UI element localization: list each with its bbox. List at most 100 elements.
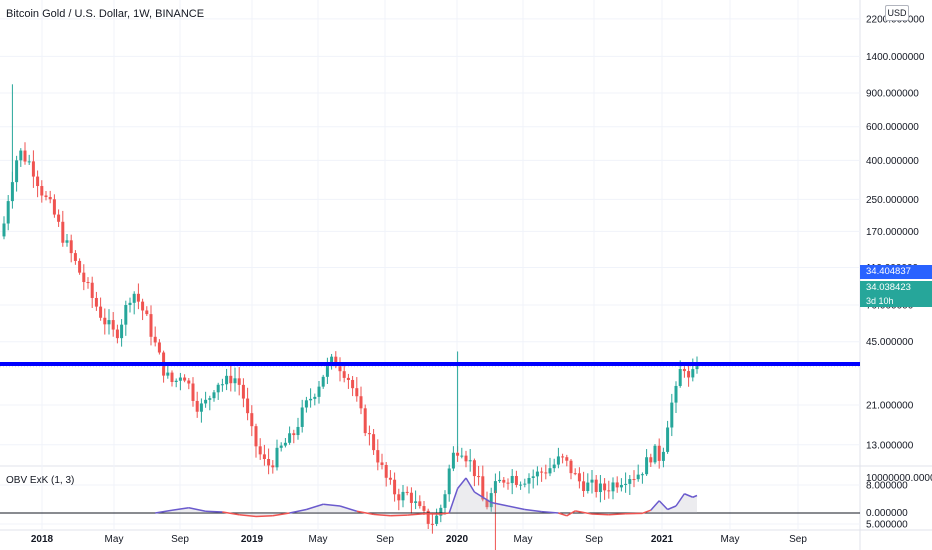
candle — [250, 405, 254, 437]
candle-body — [498, 479, 502, 482]
candle — [262, 444, 266, 466]
candle-body — [250, 413, 254, 427]
candle-body — [48, 197, 52, 200]
obv-segment — [440, 512, 450, 515]
candle-body — [23, 150, 27, 162]
candle — [472, 458, 476, 487]
candle-body — [204, 399, 208, 404]
candle — [447, 464, 451, 502]
x-tick-label: Sep — [789, 534, 807, 545]
candle — [191, 377, 195, 407]
candle — [115, 324, 119, 344]
candle-body — [632, 479, 636, 481]
candle-body — [556, 456, 560, 465]
candle-body — [376, 450, 380, 463]
candle-body — [472, 460, 476, 477]
candle — [19, 148, 23, 167]
candle — [94, 291, 98, 311]
currency-button[interactable]: USD — [885, 5, 909, 21]
candle — [296, 417, 300, 440]
obv-segment — [239, 514, 257, 518]
candle-body — [52, 199, 56, 215]
candle — [204, 391, 208, 408]
candle-body — [124, 305, 128, 325]
y-tick-label: 5.000000 — [866, 520, 908, 531]
candle-body — [363, 408, 367, 434]
candle-body — [183, 377, 187, 381]
candle-body — [372, 434, 376, 451]
candle-body — [212, 392, 216, 399]
obv-segment — [650, 500, 660, 511]
candle — [380, 453, 384, 470]
candle-body — [44, 195, 48, 198]
candle-body — [367, 433, 371, 435]
candle — [468, 449, 472, 472]
candle — [573, 468, 577, 476]
candle — [338, 357, 342, 382]
horizontal-level-line[interactable] — [0, 361, 860, 368]
candle-body — [422, 506, 426, 511]
candle-body — [82, 272, 86, 283]
candle-body — [216, 384, 220, 393]
candle-body — [573, 473, 577, 475]
candle — [136, 283, 140, 310]
candle — [632, 470, 636, 488]
candle — [628, 474, 632, 495]
candle-body — [435, 515, 439, 524]
candle — [141, 298, 145, 321]
candle-body — [414, 501, 418, 503]
candle — [174, 378, 178, 388]
candle — [44, 191, 48, 201]
x-tick-label: 2020 — [446, 534, 469, 545]
candle — [288, 426, 292, 445]
obv-segment — [155, 509, 173, 514]
obv-segment — [591, 513, 609, 516]
candle-body — [628, 479, 632, 484]
obv-segment — [205, 510, 223, 513]
candle-body — [220, 384, 224, 386]
candle-body — [666, 427, 670, 452]
candle — [405, 486, 409, 496]
y-tick-label: 45.000000 — [866, 337, 914, 348]
candle-body — [111, 320, 115, 330]
candle — [304, 396, 308, 413]
obv-area — [155, 478, 697, 517]
candle — [111, 312, 115, 337]
candle-body — [502, 479, 506, 483]
candle — [674, 381, 678, 414]
candle — [283, 438, 287, 448]
candle-body — [103, 317, 107, 325]
x-tick-label: May — [105, 534, 124, 545]
candle — [586, 473, 590, 494]
obv-segment — [356, 510, 374, 516]
candle-body — [506, 482, 510, 484]
time-axis[interactable]: 2018 May Sep 2019 May Sep 2020 May Sep 2021 May Sep — [31, 534, 807, 545]
candle — [355, 377, 359, 402]
candle — [346, 373, 350, 389]
candle — [267, 448, 271, 475]
y-tick-label: 8.000000 — [866, 481, 908, 492]
candle — [6, 195, 10, 231]
candle-body — [401, 491, 405, 501]
oscillator-title[interactable]: OBV ExK (1, 3) — [6, 475, 75, 486]
y-tick-label: 21.000000 — [866, 400, 914, 411]
candle — [489, 487, 493, 512]
candle-body — [430, 523, 434, 525]
candle-body — [552, 464, 556, 469]
candle-body — [519, 484, 523, 486]
candle-body — [99, 306, 103, 318]
candle-body — [447, 468, 451, 495]
candle — [603, 478, 607, 500]
candle — [212, 389, 216, 402]
obv-segment — [272, 512, 290, 517]
candle-body — [275, 447, 279, 468]
candle — [325, 357, 329, 385]
candle — [527, 473, 531, 494]
candle-body — [300, 407, 304, 427]
obv-segment — [255, 515, 273, 518]
candle-body — [678, 368, 682, 386]
candle — [225, 368, 229, 391]
candle-body — [174, 380, 178, 382]
candle-body — [514, 475, 518, 485]
